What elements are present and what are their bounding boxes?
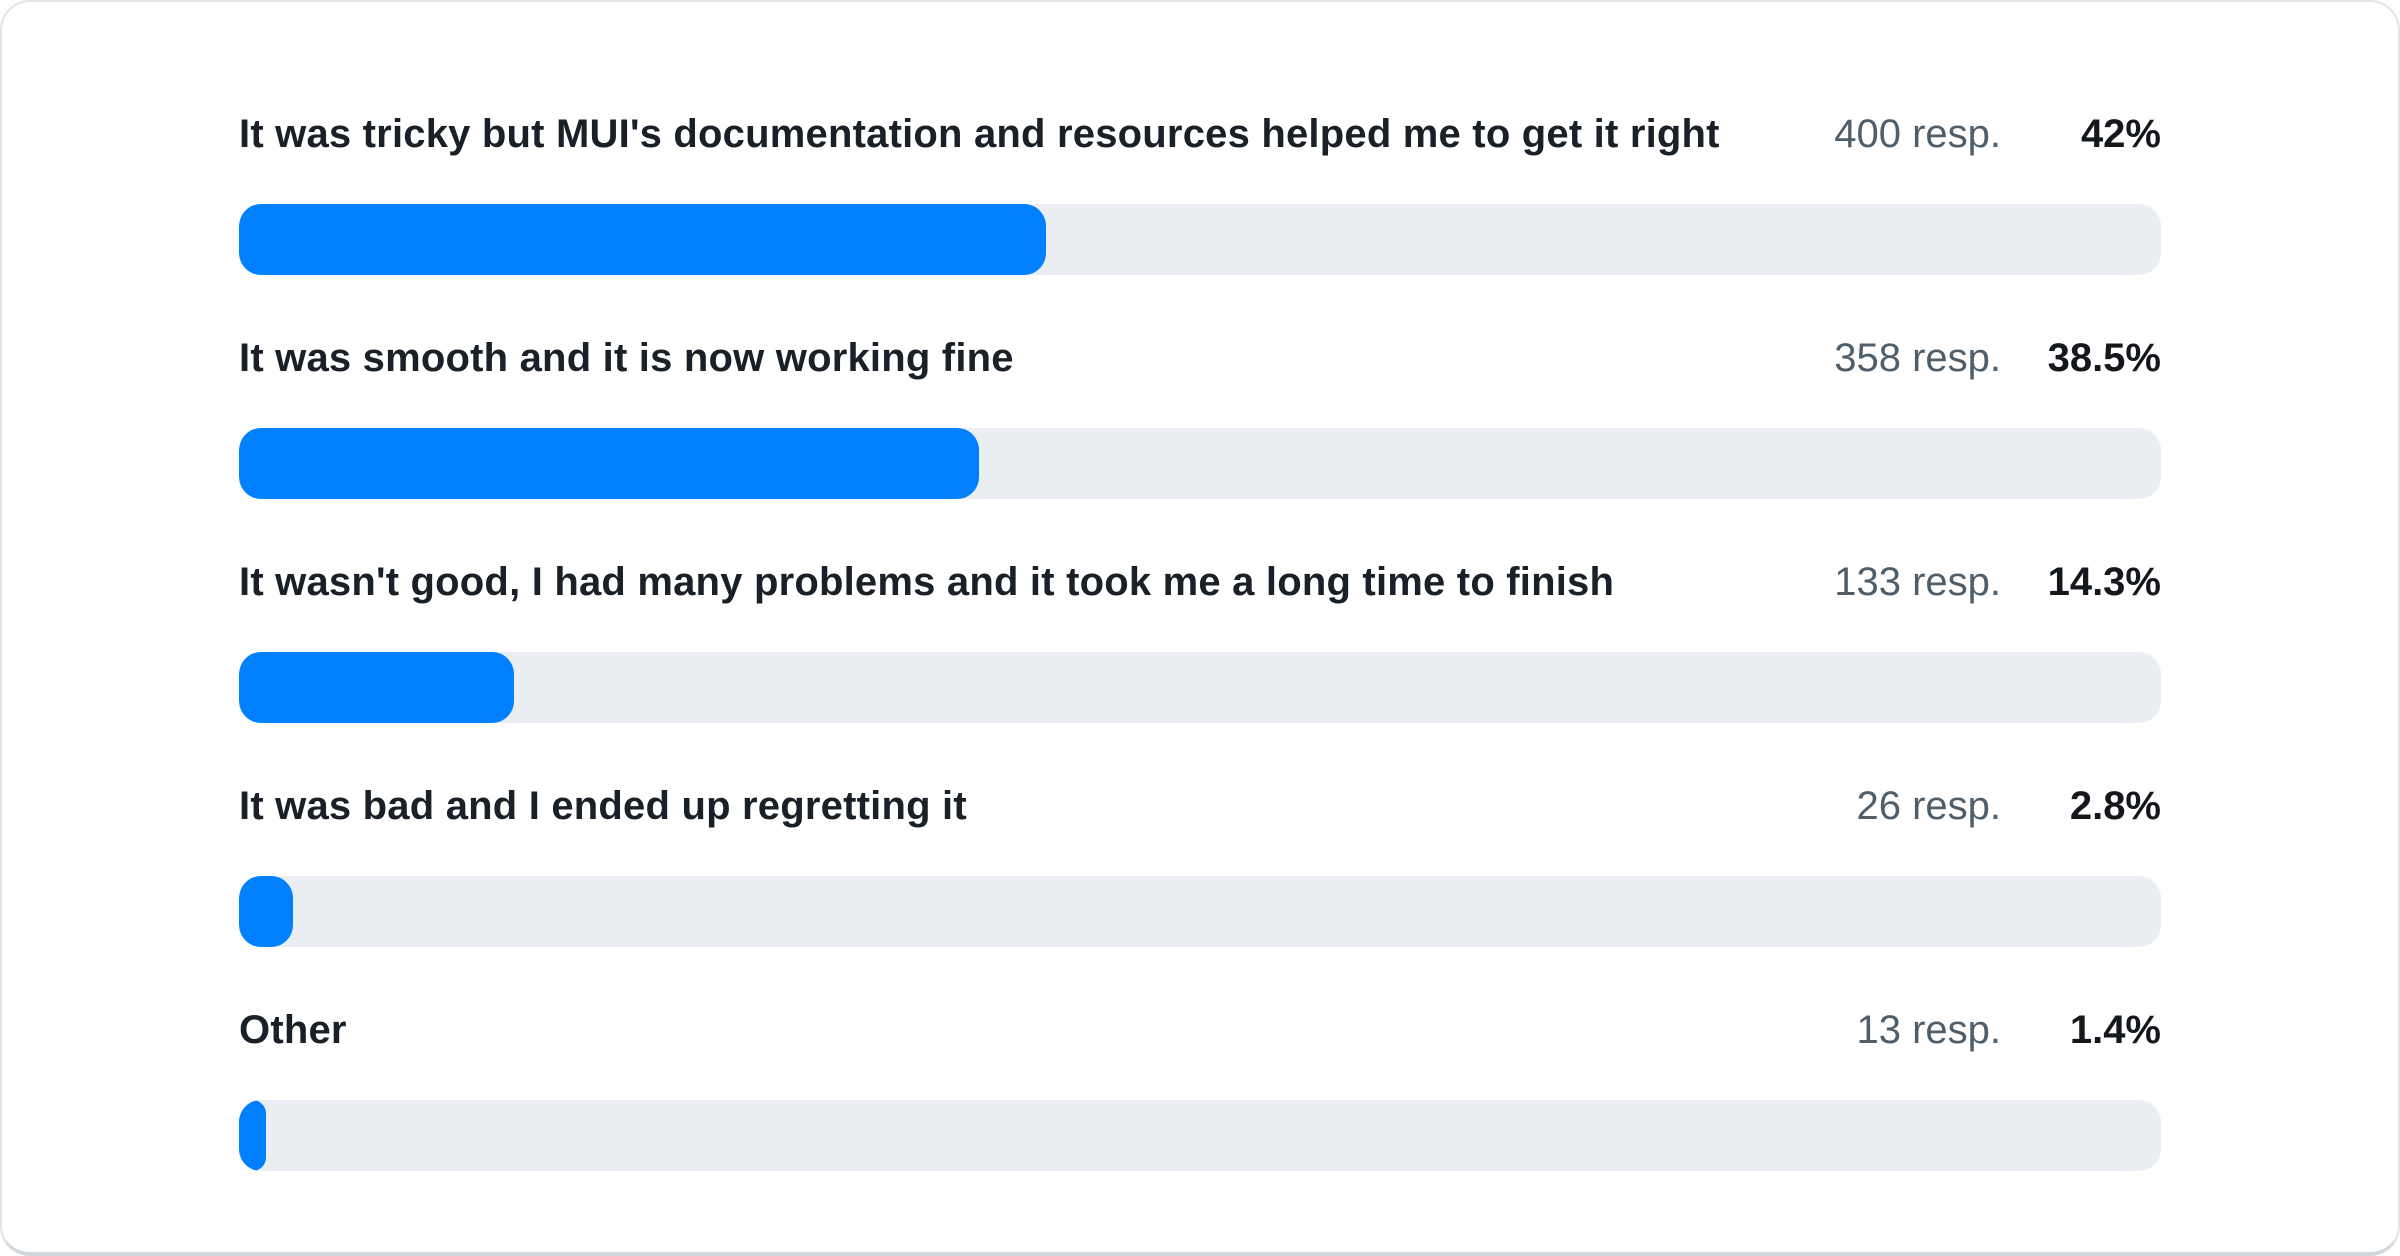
survey-row: It was smooth and it is now working fine… (239, 330, 2161, 499)
bar-fill (239, 428, 979, 499)
bar-track (239, 1100, 2161, 1171)
percent-value: 38.5% (2047, 336, 2161, 380)
response-count: 358 resp. (1834, 336, 2001, 380)
bar-fill (239, 1100, 266, 1171)
bar-track (239, 428, 2161, 499)
survey-row: It wasn't good, I had many problems and … (239, 554, 2161, 723)
response-count: 400 resp. (1834, 112, 2001, 156)
survey-row: It was tricky but MUI's documentation an… (239, 106, 2161, 275)
row-header: It wasn't good, I had many problems and … (239, 554, 2161, 610)
survey-row: Other 13 resp. 1.4% (239, 1002, 2161, 1171)
percent-value: 42% (2080, 112, 2161, 156)
row-header: It was smooth and it is now working fine… (239, 330, 2161, 386)
response-count: 133 resp. (1834, 560, 2001, 604)
answer-label: It wasn't good, I had many problems and … (239, 560, 1615, 604)
percent-value: 2.8% (2069, 784, 2161, 828)
response-count: 26 resp. (1856, 784, 2001, 828)
response-count: 13 resp. (1856, 1008, 2001, 1052)
bar-track (239, 204, 2161, 275)
answer-label: It was bad and I ended up regretting it (239, 784, 967, 828)
answer-label: It was tricky but MUI's documentation an… (239, 112, 1720, 156)
answer-label: It was smooth and it is now working fine (239, 336, 1014, 380)
bar-track (239, 652, 2161, 723)
survey-row: It was bad and I ended up regretting it … (239, 778, 2161, 947)
row-header: It was bad and I ended up regretting it … (239, 778, 2161, 834)
percent-value: 14.3% (2047, 560, 2161, 604)
bar-fill (239, 876, 293, 947)
bar-track (239, 876, 2161, 947)
row-header: It was tricky but MUI's documentation an… (239, 106, 2161, 162)
bar-fill (239, 652, 514, 723)
percent-value: 1.4% (2069, 1008, 2161, 1052)
row-header: Other 13 resp. 1.4% (239, 1002, 2161, 1058)
answer-label: Other (239, 1008, 347, 1052)
bar-fill (239, 204, 1047, 275)
